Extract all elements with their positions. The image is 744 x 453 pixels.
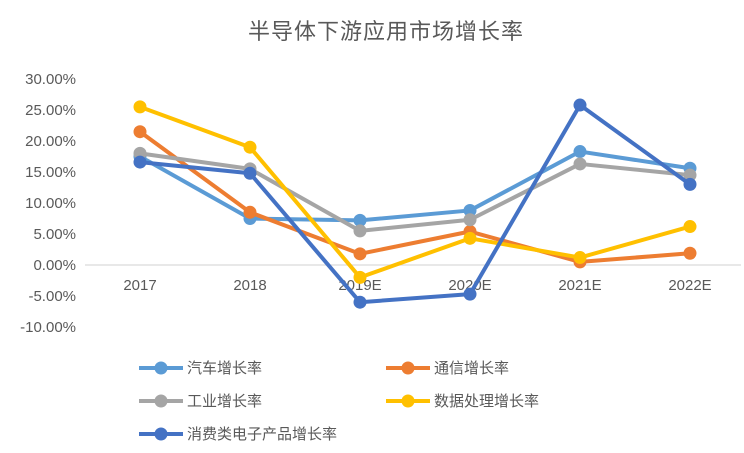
data-point-data-processing-2022E bbox=[683, 220, 697, 234]
data-point-communications-2019E bbox=[353, 247, 367, 261]
data-point-communications-2022E bbox=[683, 246, 697, 260]
data-point-auto-2019E bbox=[353, 213, 367, 227]
data-point-data-processing-2021E bbox=[573, 251, 587, 265]
data-point-consumer-electronics-2021E bbox=[573, 98, 587, 112]
chart-title: 半导体下游应用市场增长率 bbox=[247, 19, 524, 44]
x-axis-tick-label: 2018 bbox=[233, 277, 266, 294]
legend-label-industrial: 工业增长率 bbox=[187, 393, 263, 410]
y-axis-tick-label: 0.00% bbox=[33, 257, 76, 274]
series-line-consumer-electronics bbox=[138, 103, 692, 305]
data-point-data-processing-2017 bbox=[133, 100, 147, 114]
legend-item-consumer-electronics: 消费类电子产品增长率 bbox=[138, 423, 337, 444]
data-point-communications-2017 bbox=[133, 125, 147, 139]
data-point-auto-2020E bbox=[463, 203, 477, 217]
legend-item-communications: 通信增长率 bbox=[385, 357, 509, 378]
legend-marker-auto-icon bbox=[139, 361, 183, 374]
data-point-industrial-2019E bbox=[353, 224, 367, 238]
y-axis-tick-label: -10.00% bbox=[20, 319, 76, 336]
series-data-processing bbox=[133, 100, 697, 284]
data-point-communications-2018 bbox=[243, 205, 257, 219]
x-axis-tick-label: 2017 bbox=[123, 277, 156, 294]
legend-marker-data-processing-icon bbox=[386, 394, 430, 407]
data-point-industrial-2022E bbox=[683, 168, 697, 182]
data-point-consumer-electronics-2019E bbox=[353, 295, 367, 309]
series-line-industrial bbox=[138, 151, 692, 233]
data-point-consumer-electronics-2017 bbox=[133, 155, 147, 169]
legend-marker-industrial-icon bbox=[139, 394, 183, 407]
legend-item-industrial: 工业增长率 bbox=[138, 390, 385, 411]
legend-label-consumer-electronics: 消费类电子产品增长率 bbox=[187, 426, 338, 443]
data-point-data-processing-2020E bbox=[463, 231, 477, 245]
y-axis-tick-label: 10.00% bbox=[25, 195, 76, 212]
legend-marker-communications-icon bbox=[386, 361, 430, 374]
legend-label-auto: 汽车增长率 bbox=[187, 360, 263, 377]
y-axis-tick-label: -5.00% bbox=[28, 288, 76, 305]
line-chart-plot: 30.00% 25.00% 20.00% 15.00% 10.00% 5.00% 0.00%… bbox=[20, 71, 741, 336]
data-point-industrial-2021E bbox=[573, 157, 587, 171]
chart-legend: 汽车增长率 通信增长率工业增长率 数据处理增长率消费类电子产品增长率 bbox=[138, 351, 698, 450]
legend-marker-consumer-electronics-icon bbox=[139, 427, 183, 440]
series-consumer-electronics bbox=[133, 98, 697, 309]
legend-label-data-processing: 数据处理增长率 bbox=[434, 393, 540, 410]
y-axis-tick-label: 30.00% bbox=[25, 71, 76, 88]
series-line-communications bbox=[138, 129, 692, 264]
x-axis-tick-label: 2021E bbox=[558, 277, 601, 294]
data-point-data-processing-2018 bbox=[243, 140, 257, 154]
legend-row: 汽车增长率 通信增长率 bbox=[138, 351, 698, 384]
series-auto bbox=[133, 145, 697, 227]
series-industrial bbox=[133, 146, 697, 238]
legend-label-communications: 通信增长率 bbox=[434, 360, 510, 377]
x-axis-tick-label: 2022E bbox=[668, 277, 711, 294]
series-line-auto bbox=[138, 149, 692, 223]
x-axis-tick-label: 2020E bbox=[448, 277, 491, 294]
legend-item-data-processing: 数据处理增长率 bbox=[385, 390, 539, 411]
y-axis-tick-label: 25.00% bbox=[25, 102, 76, 119]
data-point-industrial-2020E bbox=[463, 213, 477, 227]
series-line-data-processing bbox=[138, 104, 692, 280]
legend-item-auto: 汽车增长率 bbox=[138, 357, 385, 378]
data-point-consumer-electronics-2018 bbox=[243, 166, 257, 180]
legend-row: 消费类电子产品增长率 bbox=[138, 417, 698, 450]
data-point-consumer-electronics-2020E bbox=[463, 287, 477, 301]
legend-row: 工业增长率 数据处理增长率 bbox=[138, 384, 698, 417]
y-axis-tick-label: 20.00% bbox=[25, 133, 76, 150]
y-axis-tick-label: 5.00% bbox=[33, 226, 76, 243]
data-point-data-processing-2019E bbox=[353, 270, 367, 284]
data-point-auto-2021E bbox=[573, 145, 587, 159]
y-axis-tick-label: 15.00% bbox=[25, 164, 76, 181]
data-point-consumer-electronics-2022E bbox=[683, 177, 697, 191]
